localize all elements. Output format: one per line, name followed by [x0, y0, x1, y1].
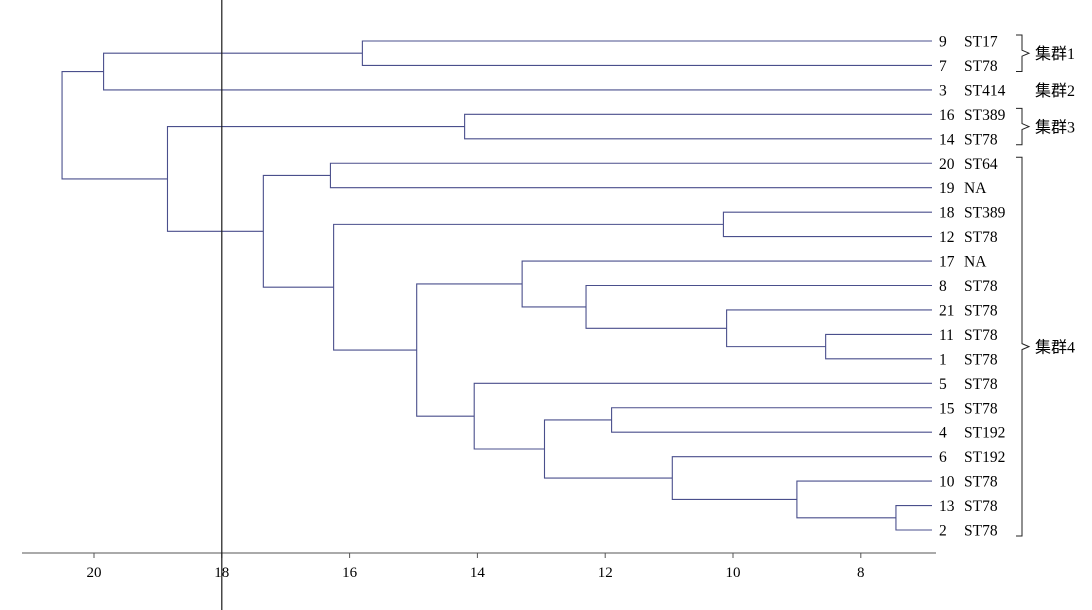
leaf-id-label: 12 — [939, 229, 955, 246]
leaf-st-label: ST192 — [964, 449, 1005, 466]
leaf-id-label: 10 — [939, 474, 955, 491]
cluster-label: 集群1 — [1035, 45, 1075, 63]
axis-tick-label: 14 — [470, 565, 486, 581]
leaf-id-label: 15 — [939, 400, 955, 417]
dendrogram-branch — [796, 480, 932, 519]
leaf-st-label: ST78 — [964, 351, 998, 368]
leaf-id-label: 19 — [939, 180, 955, 197]
leaf-id-label: 7 — [939, 58, 947, 75]
leaf-st-label: ST78 — [964, 58, 998, 75]
axis-tick-label: 20 — [87, 565, 102, 581]
dendrogram-branch — [416, 283, 523, 417]
leaf-st-label: ST64 — [964, 156, 998, 173]
leaf-id-label: 14 — [939, 131, 955, 148]
dendrogram-branch — [473, 382, 932, 450]
axis-tick-label: 10 — [726, 565, 741, 581]
axis-tick-label: 16 — [342, 565, 358, 581]
dendrogram-branch — [521, 260, 932, 308]
dendrogram-branch — [61, 71, 168, 180]
dendrogram-branch — [464, 113, 932, 140]
leaf-st-label: ST17 — [964, 34, 998, 51]
leaf-st-label: ST78 — [964, 302, 998, 319]
leaf-id-label: 16 — [939, 107, 955, 124]
dendrogram-branch — [585, 284, 932, 329]
cluster-annotations: 集群1 集群2 集群3 集群4 — [1016, 34, 1075, 537]
leaf-st-label: ST78 — [964, 400, 998, 417]
dendrogram-branch — [611, 407, 932, 433]
leaf-st-label: ST192 — [964, 425, 1005, 442]
leaf-id-label: 13 — [939, 498, 955, 515]
leaf-st-label: NA — [964, 254, 987, 271]
leaf-id-label: 11 — [939, 327, 954, 344]
dendrogram-branch — [103, 52, 932, 91]
leaf-st-label: ST78 — [964, 376, 998, 393]
dendrogram-branch — [329, 162, 932, 189]
leaf-st-label: ST389 — [964, 107, 1006, 124]
leaf-id-label: 3 — [939, 82, 947, 99]
cluster-bracket — [1016, 107, 1031, 146]
leaf-id-label: 17 — [939, 254, 955, 271]
leaf-id-label: 4 — [939, 425, 947, 442]
leaf-id-label: 1 — [939, 351, 947, 368]
dendrogram-branch — [166, 126, 465, 232]
dendrogram-branch — [726, 309, 932, 348]
axis-tick-label: 12 — [598, 565, 613, 581]
leaf-st-label: ST78 — [964, 498, 998, 515]
cluster-label: 集群2 — [1035, 82, 1075, 100]
leaf-id-label: 5 — [939, 376, 947, 393]
dendrogram-branch — [543, 419, 673, 479]
dendrogram-branch — [361, 40, 932, 66]
leaf-id-label: 8 — [939, 278, 947, 295]
cluster-label: 集群3 — [1035, 119, 1075, 137]
axis-tick-label: 8 — [857, 565, 865, 581]
leaf-id-label: 18 — [939, 205, 955, 222]
leaf-id-label: 2 — [939, 523, 947, 540]
leaf-st-label: ST78 — [964, 523, 998, 540]
dendrogram-branch — [722, 211, 932, 238]
dendrogram-branch — [825, 333, 932, 360]
dendrogram-branch — [895, 505, 932, 531]
dendrogram-branch — [262, 174, 334, 288]
leaf-st-label: ST78 — [964, 327, 998, 344]
leaf-st-label: ST389 — [964, 205, 1006, 222]
cluster-bracket — [1016, 156, 1031, 537]
cluster-bracket — [1016, 34, 1031, 72]
dendrogram-branches — [61, 40, 932, 531]
dendrogram-branch — [671, 456, 932, 500]
leaf-st-label: ST78 — [964, 229, 998, 246]
leaf-st-label: ST78 — [964, 278, 998, 295]
leaf-st-label: ST78 — [964, 474, 998, 491]
leaf-id-label: 21 — [939, 302, 955, 319]
leaf-id-label: 20 — [939, 156, 955, 173]
dendrogram-branch — [333, 223, 724, 351]
leaf-id-label: 9 — [939, 34, 947, 51]
leaf-id-label: 6 — [939, 449, 947, 466]
leaf-st-label: NA — [964, 180, 987, 197]
distance-axis: 20 18 16 14 12 10 8 — [22, 552, 936, 581]
leaf-st-label: ST414 — [964, 82, 1006, 99]
cluster-label: 集群4 — [1035, 339, 1075, 357]
leaf-st-label: ST78 — [964, 131, 998, 148]
